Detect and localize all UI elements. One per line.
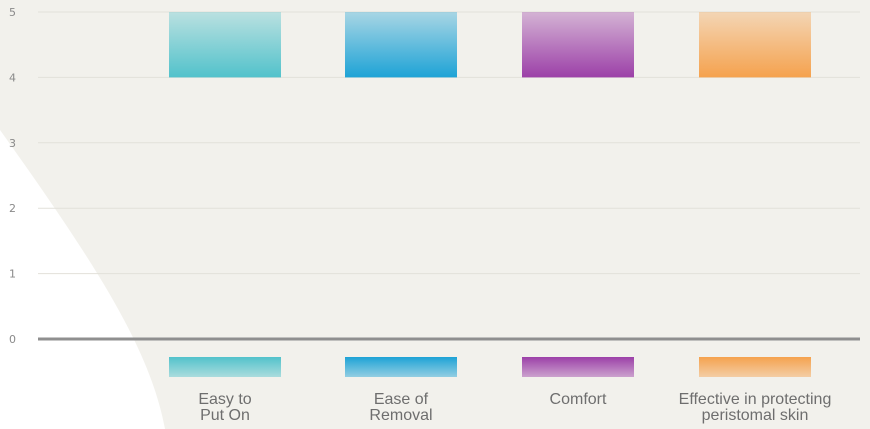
y-tick-label: 3 (9, 137, 16, 150)
category-label: Put On (200, 407, 250, 424)
y-axis-ticks: 0 1 2 3 4 5 (9, 6, 16, 346)
y-tick-label: 0 (9, 333, 16, 346)
category-label: Removal (369, 407, 432, 424)
bar (345, 12, 457, 78)
bar (522, 12, 634, 78)
category-label: Comfort (550, 391, 607, 408)
y-tick-label: 1 (9, 268, 16, 281)
y-tick-label: 5 (9, 6, 16, 19)
legend-swatch (345, 357, 457, 377)
category-label: Effective in protecting (679, 391, 832, 408)
category-label: Ease of (374, 391, 429, 408)
category-label: Easy to (198, 391, 251, 408)
legend-swatch (169, 357, 281, 377)
legend-swatch (699, 357, 811, 377)
bar (699, 12, 811, 78)
legend-swatch (522, 357, 634, 377)
y-tick-label: 2 (9, 202, 16, 215)
legend-swatches (169, 357, 811, 377)
bars (169, 12, 811, 78)
y-tick-label: 4 (9, 71, 16, 84)
bar (169, 12, 281, 78)
category-label: peristomal skin (702, 407, 809, 424)
